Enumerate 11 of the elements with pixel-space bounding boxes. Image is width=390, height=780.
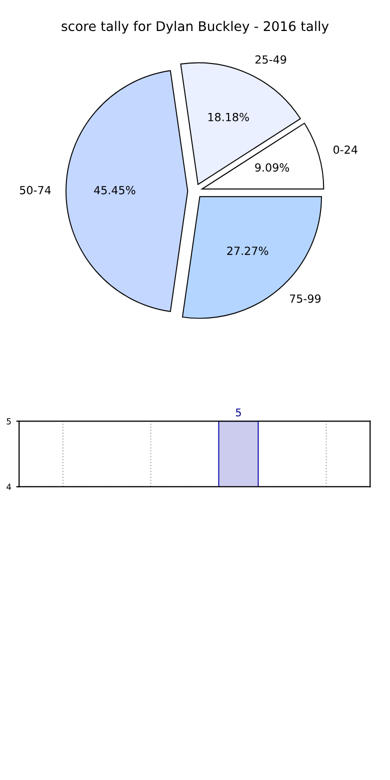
y-tick-label: 4: [6, 484, 12, 490]
slice-label: 0-24: [334, 145, 358, 154]
data-label: 45.45%: [94, 186, 136, 194]
slice-label: 50-74: [20, 186, 51, 194]
data-label: 5: [236, 408, 241, 416]
data-label: 9.09%: [255, 163, 290, 172]
slice-label: 75-99: [290, 294, 321, 303]
chart-title: score tally for Dylan Buckley - 2016 tally: [62, 20, 329, 34]
slice-label: 25-49: [255, 55, 286, 64]
data-label: 18.18%: [208, 112, 249, 122]
data-label: 27.27%: [227, 246, 268, 256]
